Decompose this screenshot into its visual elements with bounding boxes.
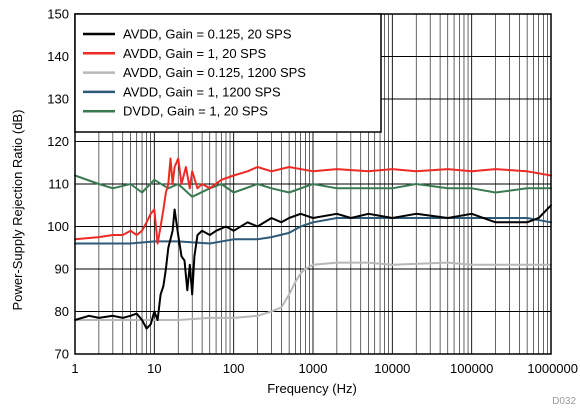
x-tick-label: 10000 [374, 361, 410, 376]
legend-label-1: AVDD, Gain = 0.125, 20 SPS [123, 27, 292, 42]
x-tick-label: 1000 [299, 361, 328, 376]
y-tick-label: 120 [47, 134, 69, 149]
x-tick-label: 100000 [450, 361, 493, 376]
y-tick-label: 130 [47, 92, 69, 107]
figure-id-footnote: D032 [552, 396, 576, 407]
legend-label-3: AVDD, Gain = 0.125, 1200 SPS [123, 65, 306, 80]
x-axis-tick-labels: 1 10 100 1000 10000 100000 1000000 [71, 361, 578, 376]
legend-box [74, 13, 382, 133]
series-line-1 [74, 204, 552, 330]
legend-label-2: AVDD, Gain = 1, 20 SPS [123, 46, 267, 61]
series-line-2 [74, 157, 552, 245]
legend-label-4: AVDD, Gain = 1, 1200 SPS [123, 84, 281, 99]
series-line-3 [74, 261, 552, 321]
series-line-5 [74, 174, 552, 198]
y-tick-label: 70 [55, 347, 69, 362]
y-axis-tick-labels: 70 80 90 100 110 120 130 140 150 [47, 7, 69, 362]
legend-label-5: DVDD, Gain = 1, 20 SPS [123, 104, 268, 119]
x-tick-label: 1000000 [527, 361, 578, 376]
series-layer [74, 157, 552, 330]
y-tick-label: 150 [47, 7, 69, 22]
x-tick-label: 1 [71, 361, 78, 376]
x-axis-title: Frequency (Hz) [267, 381, 357, 396]
y-tick-label: 110 [48, 177, 69, 192]
x-tick-label: 10 [147, 361, 161, 376]
x-tick-label: 100 [223, 361, 245, 376]
y-tick-label: 100 [47, 219, 69, 234]
y-axis-title: Power-Supply Rejection Ratio (dB) [10, 110, 25, 311]
legend: AVDD, Gain = 0.125, 20 SPS AVDD, Gain = 1… [74, 13, 382, 133]
y-tick-label: 80 [55, 304, 69, 319]
y-tick-label: 90 [55, 262, 69, 277]
y-tick-label: 140 [47, 49, 69, 64]
